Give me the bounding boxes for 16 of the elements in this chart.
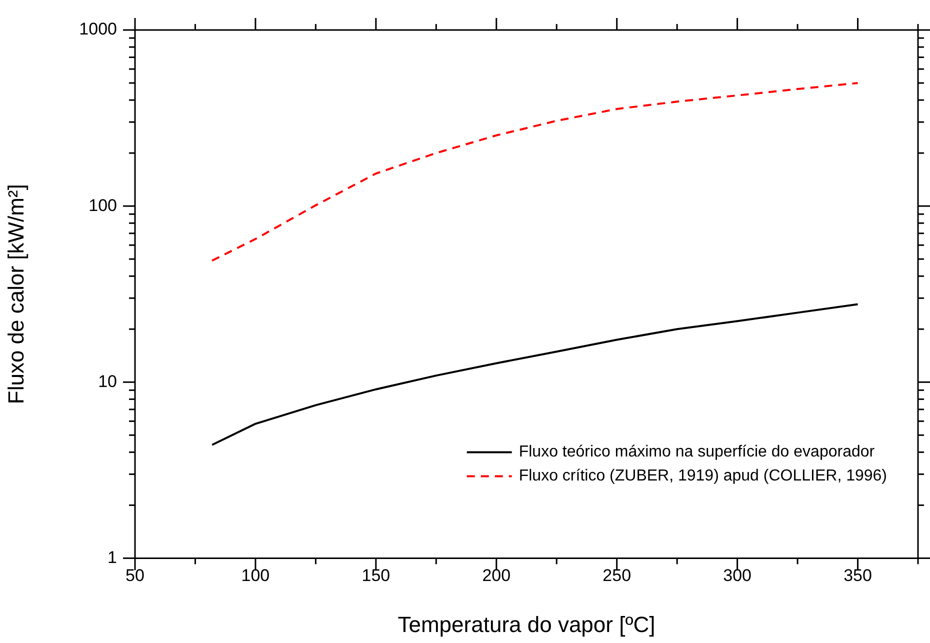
legend-label: Fluxo crítico (ZUBER, 1919) apud (COLLIER, 1996) xyxy=(518,468,888,485)
x-tick-label: 300 xyxy=(723,566,752,586)
x-tick-label: 100 xyxy=(241,566,270,586)
y-tick-label: 10 xyxy=(98,372,117,391)
y-tick-label: 1 xyxy=(108,548,117,567)
x-tick-label: 50 xyxy=(126,566,144,586)
x-tick-label: 200 xyxy=(482,566,511,586)
legend-label: Fluxo teórico máximo na superfície do evaporador xyxy=(518,444,876,461)
x-axis-title: Temperatura do vapor [ºC] xyxy=(398,612,656,637)
line-series xyxy=(211,82,859,262)
y-axis-title: Fluxo de calor [kW/m²] xyxy=(3,184,28,404)
x-tick-label: 350 xyxy=(844,566,872,586)
x-tick-label: 250 xyxy=(602,566,632,586)
x-tick-label: 150 xyxy=(362,566,390,586)
y-tick-label: 100 xyxy=(88,196,117,215)
y-tick-label: 1000 xyxy=(79,20,117,39)
